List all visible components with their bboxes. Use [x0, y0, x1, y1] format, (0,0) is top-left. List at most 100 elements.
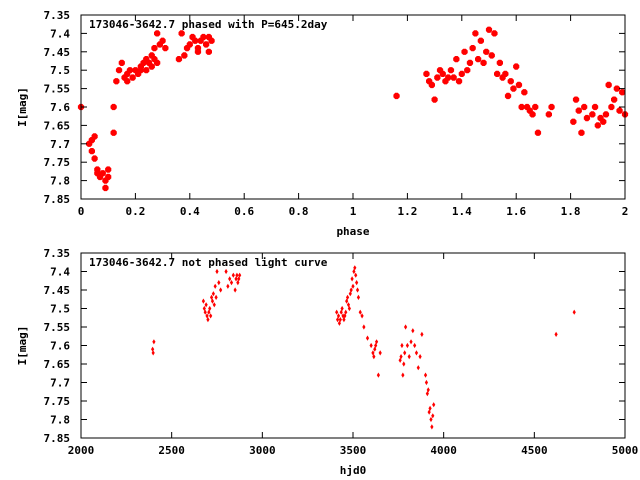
phased-data-point	[453, 56, 460, 63]
unphased-data-point	[399, 354, 403, 360]
unphased-data-point	[228, 276, 232, 282]
unphased-data-point	[355, 287, 360, 293]
phased-data-point	[485, 26, 493, 33]
phased-data-point	[102, 184, 109, 192]
phased-data-point	[118, 59, 125, 66]
phased-data-point	[461, 48, 468, 55]
phased-data-point	[483, 48, 490, 55]
phased-data-point	[439, 70, 446, 77]
phased-data-point	[434, 74, 441, 81]
phased-y-tick-label: 7.6	[50, 101, 70, 114]
phased-data-point	[445, 74, 452, 81]
phased-x-tick-label: 0.6	[234, 205, 254, 218]
unphased-x-tick-label: 3000	[249, 444, 276, 457]
unphased-data-point	[151, 350, 155, 356]
phased-data-point	[205, 48, 212, 55]
unphased-data-point	[360, 313, 364, 319]
unphased-data-point	[345, 298, 349, 304]
phased-x-tick-label: 1.8	[561, 205, 581, 218]
unphased-data-point	[401, 372, 405, 378]
phased-data-point	[507, 78, 514, 85]
phased-data-point	[608, 103, 615, 111]
unphased-data-point	[418, 354, 422, 360]
unphased-x-tick-label: 4500	[521, 444, 548, 457]
unphased-data-point	[372, 354, 376, 360]
unphased-data-point	[355, 280, 359, 286]
phased-data-point	[423, 70, 430, 77]
phased-y-tick-label: 7.7	[50, 138, 70, 151]
phased-data-point	[488, 52, 495, 59]
phased-data-point	[472, 30, 479, 37]
unphased-data-point	[344, 309, 348, 315]
phased-data-points	[77, 26, 629, 192]
phased-data-point	[515, 81, 523, 89]
unphased-data-point	[219, 287, 223, 293]
phased-x-tick-label: 1	[350, 205, 357, 218]
unphased-data-point	[405, 342, 409, 349]
unphased-data-point	[340, 305, 344, 312]
phased-x-axis-label: phase	[336, 225, 369, 238]
phased-data-point	[529, 111, 536, 118]
unphased-data-point	[358, 309, 362, 315]
unphased-data-point	[336, 313, 341, 319]
unphased-data-point	[374, 339, 379, 345]
unphased-data-point	[409, 339, 413, 345]
unphased-data-point	[217, 280, 221, 286]
phased-data-point	[110, 103, 117, 111]
phased-data-point	[602, 111, 610, 118]
unphased-data-point	[211, 291, 215, 297]
phased-x-axis: 0 0.2 0.4 0.6 0.8 1 1.2 1.4 1.6 1.8 2	[78, 15, 628, 218]
unphased-data-point	[426, 387, 430, 393]
phased-data-point	[570, 118, 577, 125]
phased-data-point	[178, 30, 185, 37]
phased-y-tick-label: 7.5	[50, 64, 70, 77]
phased-data-point	[137, 67, 144, 74]
unphased-data-point	[425, 391, 429, 397]
unphased-data-point	[423, 372, 428, 378]
unphased-x-axis-label: hjd0	[340, 464, 367, 477]
phased-y-tick-label: 7.4	[50, 27, 70, 40]
unphased-data-point	[356, 294, 361, 300]
unphased-data-point	[424, 379, 429, 386]
phased-data-point	[521, 89, 528, 96]
unphased-y-tick-label: 7.5	[50, 303, 70, 316]
unphased-data-point	[236, 280, 240, 286]
unphased-data-point	[338, 317, 342, 323]
phased-data-point	[126, 67, 134, 74]
unphased-data-point	[349, 287, 353, 293]
phased-data-point	[616, 107, 623, 114]
phased-data-point	[504, 92, 512, 100]
unphased-data-point	[414, 350, 419, 356]
phased-data-point	[513, 63, 520, 70]
unphased-data-point	[215, 268, 219, 275]
unphased-data-point	[214, 294, 218, 300]
phased-data-point	[208, 37, 215, 44]
unphased-data-point	[400, 342, 404, 349]
unphased-data-point	[403, 324, 408, 330]
unphased-data-point	[429, 416, 433, 423]
phased-data-point	[105, 166, 112, 173]
unphased-data-point	[339, 309, 343, 315]
phased-data-point	[105, 173, 112, 181]
phased-data-point	[510, 85, 517, 92]
phased-x-tick-label: 1.4	[452, 205, 472, 218]
phased-data-point	[545, 111, 552, 118]
phased-data-point	[496, 59, 503, 66]
unphased-data-point	[413, 342, 417, 349]
unphased-x-tick-label: 5000	[612, 444, 639, 457]
unphased-data-point	[351, 283, 355, 289]
unphased-data-point	[235, 272, 239, 278]
unphased-data-point	[209, 294, 214, 300]
phased-data-point	[154, 59, 161, 66]
phased-x-tick-label: 0.2	[125, 205, 145, 218]
unphased-data-point	[348, 291, 352, 297]
unphased-data-point	[430, 424, 434, 430]
unphased-y-tick-label: 7.8	[50, 414, 70, 427]
phased-data-point	[583, 114, 591, 122]
phased-data-point	[124, 78, 131, 85]
unphased-data-point	[431, 413, 435, 419]
unphased-data-point	[233, 287, 237, 293]
phased-data-point	[200, 33, 207, 41]
phased-data-point	[181, 52, 188, 59]
phased-data-point	[151, 45, 158, 52]
